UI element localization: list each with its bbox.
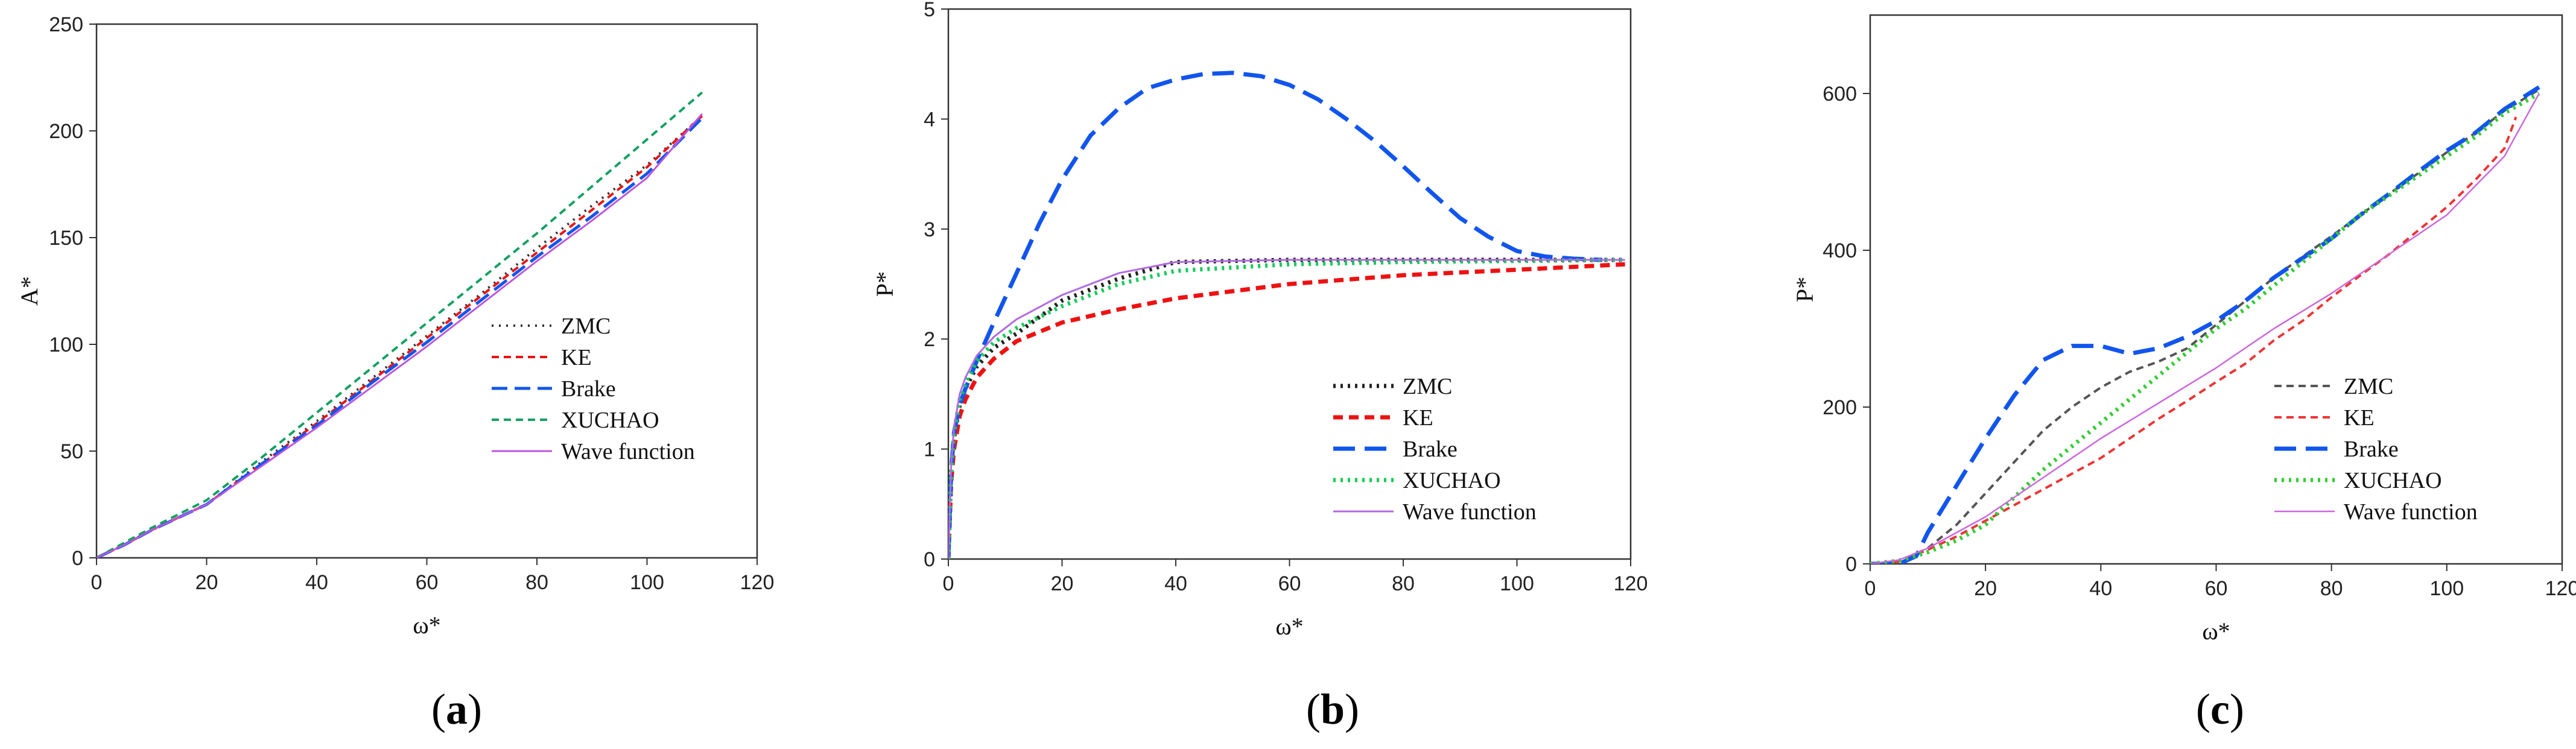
x-tick-label: 40 [305, 571, 328, 594]
x-tick-label: 20 [195, 571, 218, 594]
series-line-xuchao [948, 258, 1625, 559]
series-line-brake [97, 117, 703, 558]
y-tick-label: 0 [924, 548, 935, 571]
x-tick-label: 80 [2320, 577, 2343, 600]
series-line-xuchao [97, 91, 703, 558]
y-tick-label: 0 [72, 547, 83, 570]
x-tick-label: 40 [1164, 572, 1187, 595]
y-tick-label: 400 [1823, 239, 1857, 262]
series-line-wave-function [948, 259, 1625, 559]
legend-label: Brake [2344, 437, 2399, 462]
x-tick-label: 0 [91, 571, 103, 594]
plot-frame [1869, 14, 2563, 565]
y-tick-label: 200 [49, 120, 83, 143]
x-tick-label: 80 [525, 571, 548, 594]
y-tick-label: 3 [924, 218, 935, 241]
plot-frame [95, 23, 758, 559]
y-tick-label: 200 [1823, 396, 1857, 419]
y-tick-label: 1 [924, 438, 935, 461]
series-line-wave-function [1870, 93, 2540, 564]
x-tick-label: 0 [943, 572, 954, 595]
legend-label: KE [561, 345, 592, 370]
x-tick-label: 120 [1614, 572, 1648, 595]
series-line-ke [948, 262, 1625, 559]
legend: ZMC KE Brake XUCHAO Wave function [2274, 374, 2478, 525]
x-axis-title: ω* [2202, 618, 2230, 645]
x-tick-label: 0 [1865, 577, 1876, 600]
panel-label: (a) [431, 685, 482, 733]
x-axis-title: ω* [1275, 613, 1303, 640]
legend: ZMC KE Brake XUCHAO Wave function [492, 314, 695, 464]
x-tick-label: 60 [1278, 572, 1301, 595]
x-tick-label: 120 [2545, 577, 2576, 600]
series-line-brake [1870, 85, 2540, 564]
y-tick-label: 100 [49, 333, 83, 356]
legend-label: XUCHAO [561, 408, 659, 433]
x-tick-label: 80 [1392, 572, 1415, 595]
x-tick-label: 60 [416, 571, 439, 594]
x-tick-label: 100 [2429, 577, 2464, 600]
legend-label: Brake [561, 376, 616, 402]
y-axis-title: P* [1791, 277, 1818, 302]
y-axis-title: P* [871, 271, 898, 297]
y-tick-label: 150 [49, 227, 83, 250]
legend-label: ZMC [561, 314, 611, 339]
legend-label: XUCHAO [2344, 468, 2442, 493]
legend-label: ZMC [1403, 374, 1452, 399]
series-line-zmc [97, 115, 703, 558]
series-line-wave-function [97, 113, 703, 558]
y-tick-label: 5 [924, 0, 935, 21]
x-tick-label: 20 [1974, 577, 1997, 600]
x-tick-label: 20 [1051, 572, 1074, 595]
y-tick-label: 600 [1823, 83, 1857, 106]
legend-label: Wave function [2344, 499, 2478, 525]
x-axis-title: ω* [413, 612, 440, 639]
legend-label: Brake [1403, 437, 1458, 462]
panel-c: 0 20 40 60 80 100 120 0 200 400 600 ω* P* ZMC KE Brake X… [1791, 14, 2576, 733]
y-axis-title: A* [16, 276, 43, 306]
series-line-ke [1870, 116, 2517, 564]
x-tick-label: 40 [2089, 577, 2112, 600]
x-tick-label: 100 [630, 571, 664, 594]
legend-label: Wave function [1403, 499, 1537, 525]
y-tick-label: 50 [60, 440, 83, 463]
x-tick-label: 60 [2205, 577, 2228, 600]
legend-label: KE [2344, 405, 2375, 431]
y-tick-label: 250 [49, 13, 83, 36]
panel-b: 0 20 40 60 80 100 120 0 1 2 3 4 5 ω* P* ZMC KE Brake XUCHA… [871, 0, 1648, 733]
panel-label: (b) [1306, 685, 1359, 733]
panel-label: (c) [2196, 685, 2244, 733]
series-line-ke [97, 115, 703, 558]
legend-label: KE [1403, 405, 1433, 431]
legend-label: ZMC [2344, 374, 2393, 399]
series-line-brake [948, 71, 1603, 559]
x-tick-label: 100 [1500, 572, 1534, 595]
legend-label: XUCHAO [1403, 468, 1501, 493]
x-tick-label: 120 [740, 571, 775, 594]
panel-a: 0 20 40 60 80 100 120 0 50 100 150 200 250 ω* A* ZMC KE B… [16, 13, 774, 733]
legend-label: Wave function [561, 439, 695, 464]
series-line-xuchao [1870, 91, 2540, 564]
y-tick-label: 4 [924, 108, 935, 131]
legend: ZMC KE Brake XUCHAO Wave function [1333, 374, 1537, 525]
y-tick-label: 2 [924, 328, 935, 351]
y-tick-label: 0 [1845, 553, 1857, 576]
